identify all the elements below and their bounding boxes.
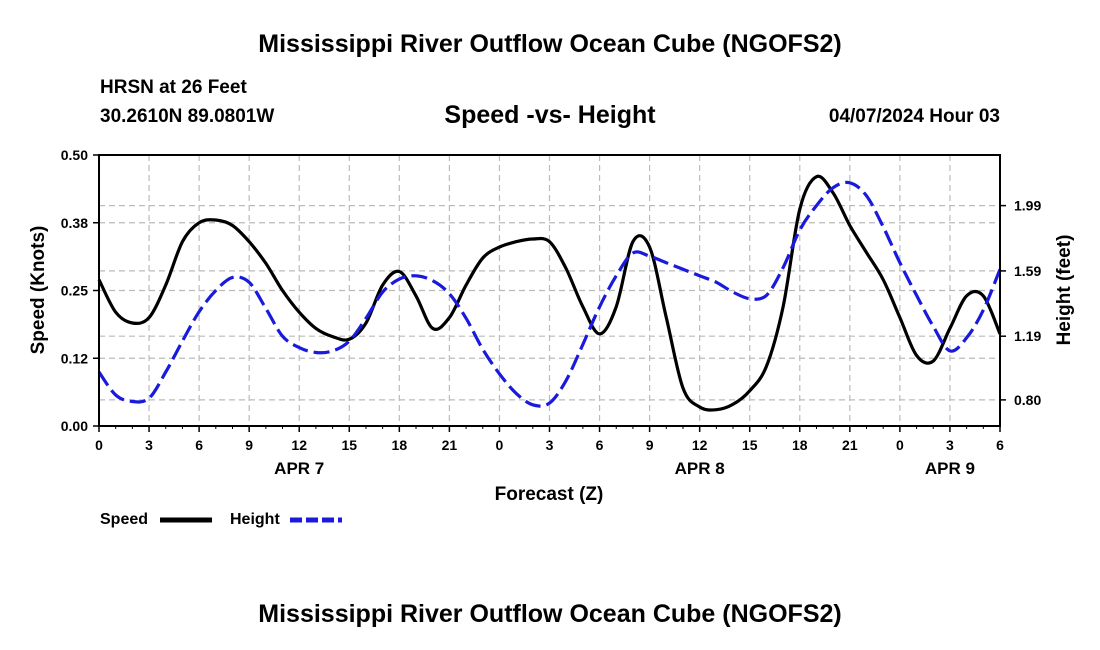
x-day-label: APR 8 <box>675 459 725 478</box>
y-tick-label-right: 1.59 <box>1014 263 1041 279</box>
x-tick-label: 6 <box>996 437 1004 453</box>
station-coordinates: 30.2610N 89.0801W <box>100 106 275 127</box>
x-tick-label: 6 <box>195 437 203 453</box>
y-tick-label-right: 0.80 <box>1014 392 1041 408</box>
y-tick-label-right: 1.99 <box>1014 198 1041 214</box>
x-tick-label: 12 <box>291 437 307 453</box>
y-tick-label-left: 0.38 <box>61 215 88 231</box>
x-tick-label: 18 <box>792 437 808 453</box>
y-axis-label-left: Speed (Knots) <box>28 226 49 355</box>
y-tick-label-left: 0.12 <box>61 350 88 366</box>
forecast-timestamp: 04/07/2024 Hour 03 <box>828 106 1000 127</box>
y-tick-label-left: 0.50 <box>61 147 88 163</box>
x-tick-label: 9 <box>245 437 253 453</box>
chart-grid <box>99 154 1000 426</box>
x-day-label: APR 7 <box>274 459 324 478</box>
chart-subtitle: Speed -vs- Height <box>444 101 656 129</box>
x-tick-label: 15 <box>742 437 758 453</box>
x-tick-label: 0 <box>496 437 504 453</box>
y-tick-label-left: 0.00 <box>61 418 88 434</box>
x-tick-label: 6 <box>596 437 604 453</box>
main-title: Mississippi River Outflow Ocean Cube (NG… <box>258 30 842 58</box>
chart-series <box>97 174 1002 412</box>
x-tick-label: 3 <box>546 437 554 453</box>
x-axis-label: Forecast (Z) <box>495 484 604 505</box>
x-tick-label: 21 <box>442 437 458 453</box>
x-tick-label: 21 <box>842 437 858 453</box>
y-axis-label-right: Height (feet) <box>1054 235 1075 346</box>
x-tick-label: 18 <box>392 437 408 453</box>
x-tick-label: 12 <box>692 437 708 453</box>
chart-ticks: 0 3 6 9 12 15 18 21 0 3 6 9 12 15 18 21 0 3 6 APR 7 APR 8 APR… <box>61 147 1042 478</box>
x-tick-label: 0 <box>896 437 904 453</box>
x-tick-label: 3 <box>145 437 153 453</box>
series-line-height <box>97 180 1002 408</box>
legend: Speed Height <box>100 511 342 528</box>
series-line-speed <box>97 174 1002 412</box>
y-tick-label-left: 0.25 <box>61 283 88 299</box>
footer-title: Mississippi River Outflow Ocean Cube (NG… <box>258 600 842 628</box>
y-tick-label-right: 1.19 <box>1014 328 1041 344</box>
x-tick-label: 3 <box>946 437 954 453</box>
x-tick-label: 15 <box>341 437 357 453</box>
x-day-label: APR 9 <box>925 459 975 478</box>
x-tick-label: 0 <box>95 437 103 453</box>
legend-label-height: Height <box>230 511 280 528</box>
station-label: HRSN at 26 Feet <box>100 77 247 98</box>
x-tick-label: 9 <box>646 437 654 453</box>
legend-label-speed: Speed <box>100 511 148 528</box>
